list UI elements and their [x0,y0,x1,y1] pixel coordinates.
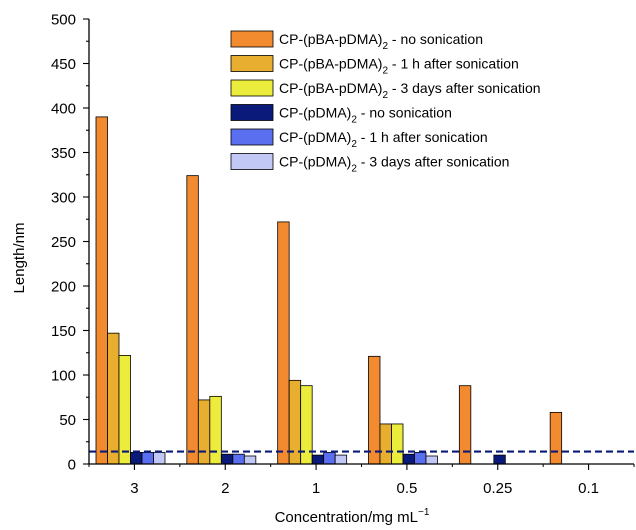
bar-s6-0.5 [425,455,438,465]
y-tick-label: 150 [51,323,76,340]
bar-s6-1 [334,454,348,465]
y-tick-label: 250 [51,234,76,251]
bar-s4-0.5 [402,453,415,465]
legend-label-suffix: - no sonication [388,31,483,47]
y-axis-label: Length/nm [11,223,28,294]
legend-label-text: CP-(pBA-pDMA) [279,56,382,72]
bar-s5-2 [232,453,245,465]
x-tick-label: 3 [130,480,138,497]
bar-s4-3 [130,452,143,465]
x-axis-label: Concentration/mg mL−1 [275,507,430,526]
legend-label-6: CP-(pDMA)2 - 3 days after sonication [279,154,509,175]
legend-label-suffix: - 3 days after sonication [357,154,510,170]
legend-label-text: CP-(pDMA) [279,154,351,170]
bar-s3-0.5 [391,423,404,465]
legend-swatch-5 [230,128,274,146]
bar-s1-0.1 [549,411,563,465]
bar-s4-1 [311,454,325,465]
x-tick-label: 0.5 [396,480,417,497]
y-tick-label: 300 [51,190,76,207]
legend-label-suffix: - no sonication [357,105,452,121]
bar-s6-2 [243,455,257,465]
bar-s5-3 [141,452,154,465]
bar-series-group [95,116,563,465]
bar-s3-2 [209,395,222,465]
legend-label-text: CP-(pDMA) [279,129,351,145]
y-tick-label: 100 [51,368,76,385]
x-tick-label: 2 [221,480,229,497]
legend-label-subscript: 2 [351,164,357,175]
legend-swatch-3 [230,79,274,97]
legend-label-text: CP-(pDMA) [279,105,351,121]
bar-s6-3 [153,452,166,465]
bar-s2-0.5 [379,423,392,465]
legend-label-subscript: 2 [351,139,357,150]
legend-label-text: CP-(pBA-pDMA) [279,31,382,47]
x-tick-label: 1 [312,480,320,497]
legend-swatch-4 [230,104,274,121]
legend-swatch-1 [230,30,274,48]
bar-s2-2 [197,399,211,465]
legend-swatch-6 [230,153,274,170]
legend-label-4: CP-(pDMA)2 - no sonication [279,105,452,126]
y-tick-label: 450 [51,56,76,73]
legend-label-1: CP-(pBA-pDMA)2 - no sonication [279,31,483,52]
legend-label-suffix: - 1 h after sonication [357,129,488,145]
bar-s1-3 [95,116,108,465]
bar-s1-2 [186,175,199,465]
bar-s2-3 [107,332,120,465]
legend-label-suffix: - 3 days after sonication [388,80,541,96]
bar-s4-2 [220,453,234,465]
bar-s1-1 [277,221,290,465]
legend-label-suffix: - 1 h after sonication [388,56,519,72]
legend: CP-(pBA-pDMA)2 - no sonicationCP-(pBA-pD… [230,30,541,175]
legend-label-text: CP-(pBA-pDMA) [279,80,382,96]
legend-label-subscript: 2 [382,41,388,52]
bar-s1-0.5 [368,355,381,465]
y-tick-label: 200 [51,279,76,296]
legend-swatch-2 [230,55,274,72]
y-tick-label: 50 [59,412,76,429]
legend-label-subscript: 2 [382,90,388,101]
x-tick-label: 0.1 [578,480,599,497]
x-axis-label-text: Concentration/mg mL [275,509,418,526]
axes: 0 50 100 150 200 250 300 350 400 450 500 3 2 1 0.5 0.25… [51,12,635,497]
legend-label-2: CP-(pBA-pDMA)2 - 1 h after sonication [279,56,519,77]
y-tick-label: 350 [51,145,76,162]
x-tick-label: 0.25 [483,480,512,497]
bar-s3-3 [118,355,131,465]
bar-s5-1 [323,452,336,465]
legend-label-subscript: 2 [351,115,357,126]
y-tick-label: 400 [51,101,76,118]
x-axis-label-superscript: −1 [418,507,430,518]
legend-label-5: CP-(pDMA)2 - 1 h after sonication [279,129,488,150]
bar-s5-0.5 [414,452,427,465]
y-tick-label: 500 [51,12,76,29]
bar-s4-0.25 [493,454,506,465]
y-tick-label: 0 [68,457,76,474]
legend-label-subscript: 2 [382,66,388,77]
legend-label-3: CP-(pBA-pDMA)2 - 3 days after sonication [279,80,541,101]
